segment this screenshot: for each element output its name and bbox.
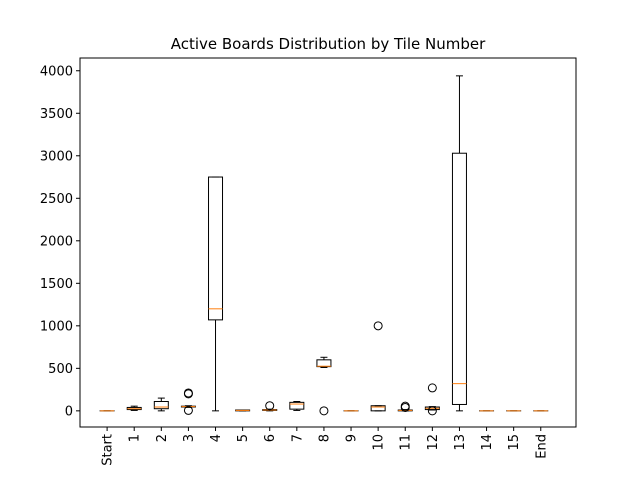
box-12 xyxy=(424,383,440,416)
box-iqr xyxy=(208,176,224,321)
chart-title: Active Boards Distribution by Tile Numbe… xyxy=(171,35,486,53)
y-tick-label: 500 xyxy=(48,362,73,377)
box-iqr xyxy=(153,400,169,410)
box-4 xyxy=(208,176,224,412)
box-10 xyxy=(370,321,386,412)
x-tick-label: End xyxy=(534,434,549,459)
plot-area xyxy=(99,75,549,416)
box-6 xyxy=(262,401,278,412)
y-tick-label: 2000 xyxy=(40,234,73,249)
outlier-point xyxy=(373,321,383,331)
y-tick-label: 1500 xyxy=(40,277,73,292)
x-tick-label: 10 xyxy=(372,434,387,451)
box-5 xyxy=(235,409,251,412)
box-11 xyxy=(397,401,413,412)
box-iqr xyxy=(370,405,386,412)
box-8 xyxy=(316,356,332,416)
outlier-point xyxy=(265,401,275,411)
y-tick-label: 3000 xyxy=(40,149,73,164)
x-tick-label: 2 xyxy=(155,434,170,442)
y-axis: 0 500 1000 1500 2000 2500 3000 3500 4000 xyxy=(40,64,80,419)
box-1 xyxy=(126,405,142,411)
x-tick-label: 5 xyxy=(236,434,251,442)
x-tick-label: 12 xyxy=(426,434,441,451)
outlier-point xyxy=(183,389,193,399)
outlier-point xyxy=(183,405,193,415)
x-tick-label: Start xyxy=(101,434,116,466)
x-tick-label: 7 xyxy=(290,434,305,442)
y-tick-label: 1000 xyxy=(40,319,73,334)
box-iqr xyxy=(451,152,467,405)
x-tick-label: 4 xyxy=(209,434,224,442)
outlier-point xyxy=(427,406,437,416)
box-iqr xyxy=(316,359,332,368)
y-tick-label: 4000 xyxy=(40,64,73,79)
x-tick-label: 6 xyxy=(263,434,278,442)
x-tick-label: 11 xyxy=(399,434,414,451)
x-tick-label: 1 xyxy=(128,434,143,442)
x-tick-label: 3 xyxy=(182,434,197,442)
outlier-point xyxy=(400,402,410,412)
x-tick-label: 8 xyxy=(317,434,332,442)
outlier-point xyxy=(427,383,437,393)
box-7 xyxy=(289,400,305,411)
x-tick-label: 14 xyxy=(480,434,495,451)
box-13 xyxy=(451,75,467,412)
x-tick-label: 9 xyxy=(345,434,360,442)
box-iqr xyxy=(289,401,305,410)
axes-frame xyxy=(79,57,577,428)
y-tick-label: 3500 xyxy=(40,107,73,122)
x-tick-label: 13 xyxy=(453,434,468,451)
x-axis: Start 1 2 3 4 5 6 7 8 9 10 11 12 13 14 15 End xyxy=(101,427,549,466)
y-tick-label: 2500 xyxy=(40,192,73,207)
y-tick-label: 0 xyxy=(65,404,73,419)
box-2 xyxy=(153,397,169,412)
x-tick-label: 15 xyxy=(507,434,522,451)
outlier-point xyxy=(319,406,329,416)
box-3 xyxy=(180,388,196,415)
